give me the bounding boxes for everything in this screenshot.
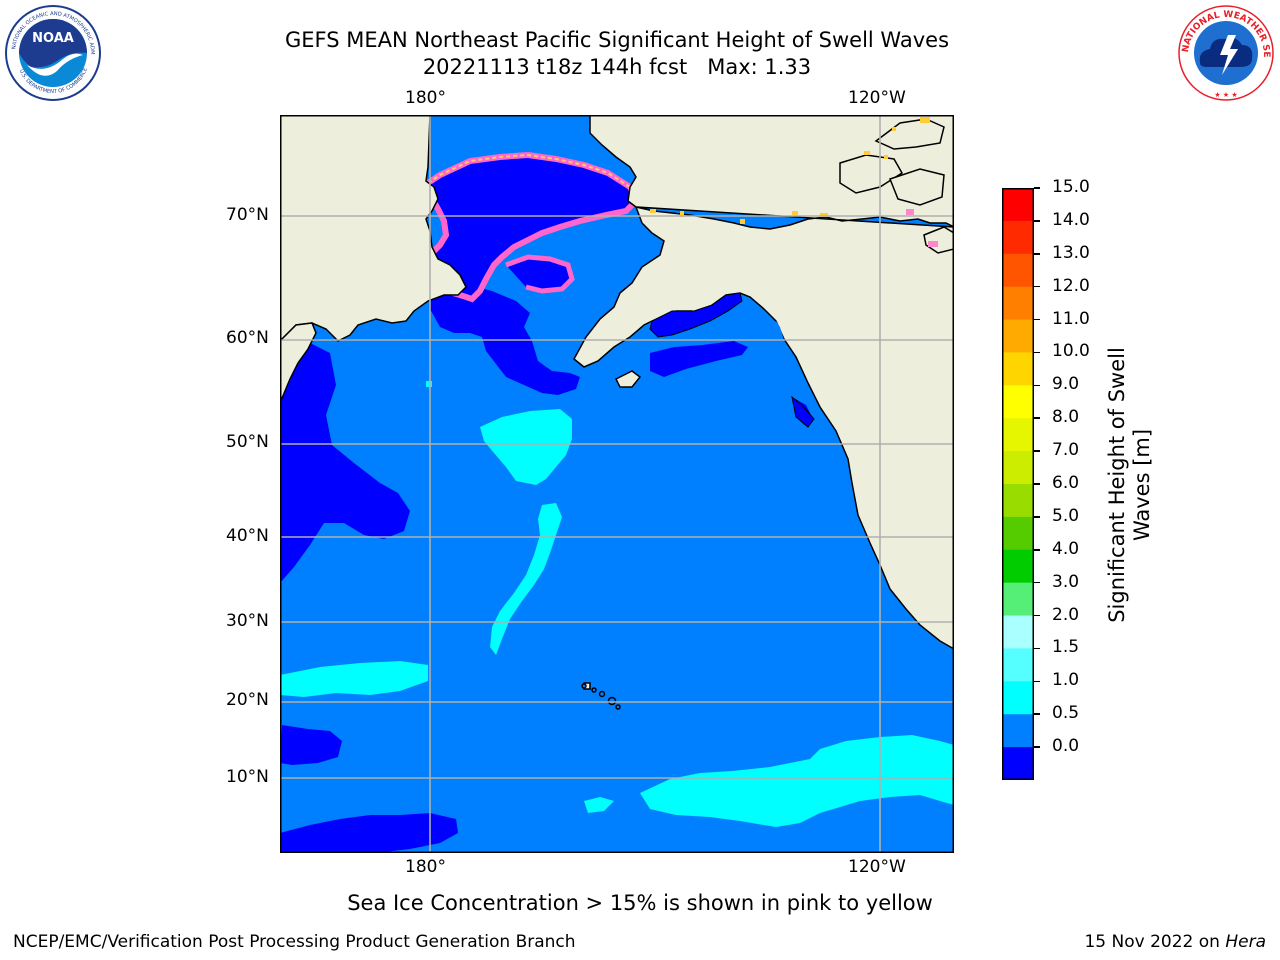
colorbar-tick-mark bbox=[1034, 713, 1040, 715]
footer-date: 15 Nov 2022 on Hera bbox=[1084, 932, 1266, 952]
colorbar-tick-mark bbox=[1034, 581, 1040, 584]
colorbar-segment bbox=[1002, 747, 1034, 780]
colorbar bbox=[1002, 188, 1034, 780]
colorbar-tick-mark bbox=[1034, 680, 1040, 683]
colorbar-tick-label: 12.0 bbox=[1052, 275, 1090, 296]
lon-label-bottom-180: 180° bbox=[405, 857, 446, 877]
sea-ice-bay bbox=[505, 254, 575, 294]
colorbar-tick-mark bbox=[1034, 351, 1040, 354]
colorbar-tick-mark bbox=[1034, 516, 1040, 518]
colorbar-tick-label: 2.0 bbox=[1052, 604, 1080, 625]
colorbar-tick-mark bbox=[1034, 318, 1040, 321]
lon-label-bottom-120w: 120°W bbox=[848, 857, 906, 877]
colorbar-tick-label: 10.0 bbox=[1052, 341, 1090, 362]
map-frame bbox=[280, 115, 954, 853]
colorbar-segment bbox=[1002, 188, 1034, 222]
colorbar-tick-label: 8.0 bbox=[1052, 407, 1080, 428]
colorbar-tick-label: 15.0 bbox=[1052, 177, 1090, 197]
colorbar-tick-mark bbox=[1034, 450, 1040, 452]
lat-label-60n: 60°N bbox=[226, 328, 269, 348]
lat-label-20n: 20°N bbox=[226, 690, 269, 710]
colorbar-tick-mark bbox=[1034, 549, 1040, 551]
chart-title: GEFS MEAN Northeast Pacific Significant … bbox=[284, 28, 950, 52]
colorbar-tick-label: 6.0 bbox=[1052, 473, 1080, 493]
colorbar-tick-label: 5.0 bbox=[1052, 505, 1080, 526]
lat-label-70n: 70°N bbox=[226, 205, 269, 225]
colorbar-tick-label: 1.0 bbox=[1052, 670, 1080, 691]
lat-label-50n: 50°N bbox=[226, 432, 269, 452]
lat-label-30n: 30°N bbox=[226, 611, 269, 631]
colorbar-tick-label: 0.5 bbox=[1052, 703, 1080, 724]
low-swell-regions bbox=[280, 155, 812, 853]
colorbar-tick-mark bbox=[1034, 384, 1040, 387]
colorbar-tick-label: 14.0 bbox=[1052, 209, 1090, 230]
colorbar-segment bbox=[1002, 352, 1034, 386]
map-panel bbox=[280, 115, 954, 853]
graticule bbox=[280, 115, 954, 853]
colorbar-tick-label: 3.0 bbox=[1052, 571, 1080, 592]
colorbar-tick-label: 9.0 bbox=[1052, 374, 1080, 395]
colorbar-frame bbox=[1002, 188, 1034, 780]
sea-ice-edge bbox=[427, 153, 631, 188]
chart-subtitle: 20221113 t18z 144h fcst Max: 1.33 bbox=[422, 55, 812, 79]
lon-label-top-120w: 120°W bbox=[848, 88, 906, 108]
svg-text:NOAA: NOAA bbox=[32, 31, 74, 46]
noaa-logo: NOAA NATIONAL OCEANIC AND ATMOSPHERIC AD… bbox=[2, 1, 101, 101]
land-areas bbox=[280, 115, 954, 690]
colorbar-tick-mark bbox=[1034, 483, 1040, 485]
nws-logo: NATIONAL WEATHER SERVICE ★ ★ ★ bbox=[1175, 0, 1274, 101]
sea-ice-caption: Sea Ice Concentration > 15% is shown in … bbox=[347, 891, 933, 915]
colorbar-label-line1: Significant Height of Swell bbox=[1105, 347, 1129, 623]
colorbar-segment bbox=[1002, 648, 1034, 682]
gulf-of-alaska-shelf bbox=[649, 292, 743, 338]
sea-ice-specks bbox=[650, 117, 938, 247]
colorbar-tick-label: 0.0 bbox=[1052, 736, 1080, 757]
colorbar-segment bbox=[1002, 286, 1034, 321]
colorbar-segment bbox=[1002, 253, 1034, 288]
footer-credit: NCEP/EMC/Verification Post Processing Pr… bbox=[13, 932, 576, 952]
colorbar-tick-mark bbox=[1034, 647, 1040, 650]
colorbar-segment bbox=[1002, 516, 1034, 551]
footer-machine: Hera bbox=[1225, 932, 1266, 952]
colorbar-segment bbox=[1002, 681, 1034, 715]
colorbar-segment bbox=[1002, 582, 1034, 617]
colorbar-segment bbox=[1002, 451, 1034, 485]
colorbar-tick-mark bbox=[1034, 285, 1040, 288]
lat-label-10n: 10°N bbox=[226, 767, 269, 787]
lon-label-top-180: 180° bbox=[405, 88, 446, 108]
higher-swell-regions bbox=[280, 381, 954, 827]
colorbar-tick-mark bbox=[1034, 746, 1040, 748]
colorbar-segment bbox=[1002, 484, 1034, 518]
colorbar-segment bbox=[1002, 319, 1034, 353]
colorbar-tick-mark bbox=[1034, 187, 1040, 189]
svg-text:★ ★ ★: ★ ★ ★ bbox=[1214, 91, 1237, 99]
colorbar-segment bbox=[1002, 615, 1034, 649]
colorbar-tick-label: 11.0 bbox=[1052, 308, 1090, 329]
colorbar-tick-mark bbox=[1034, 614, 1040, 617]
colorbar-tick-label: 1.5 bbox=[1052, 637, 1080, 658]
colorbar-segment bbox=[1002, 385, 1034, 419]
lat-label-40n: 40°N bbox=[226, 526, 269, 546]
colorbar-tick-label: 7.0 bbox=[1052, 440, 1080, 461]
colorbar-tick-mark bbox=[1034, 220, 1040, 222]
colorbar-tick-mark bbox=[1034, 253, 1040, 255]
colorbar-tick-label: 4.0 bbox=[1052, 538, 1080, 559]
colorbar-segment bbox=[1002, 220, 1034, 255]
colorbar-segment bbox=[1002, 714, 1034, 748]
colorbar-tick-mark bbox=[1034, 417, 1040, 419]
colorbar-segment bbox=[1002, 418, 1034, 452]
footer-date-text: 15 Nov 2022 on bbox=[1084, 932, 1226, 952]
colorbar-tick-label: 13.0 bbox=[1052, 242, 1090, 263]
colorbar-label-line2: Waves [m] bbox=[1130, 428, 1154, 542]
colorbar-segment bbox=[1002, 549, 1034, 584]
